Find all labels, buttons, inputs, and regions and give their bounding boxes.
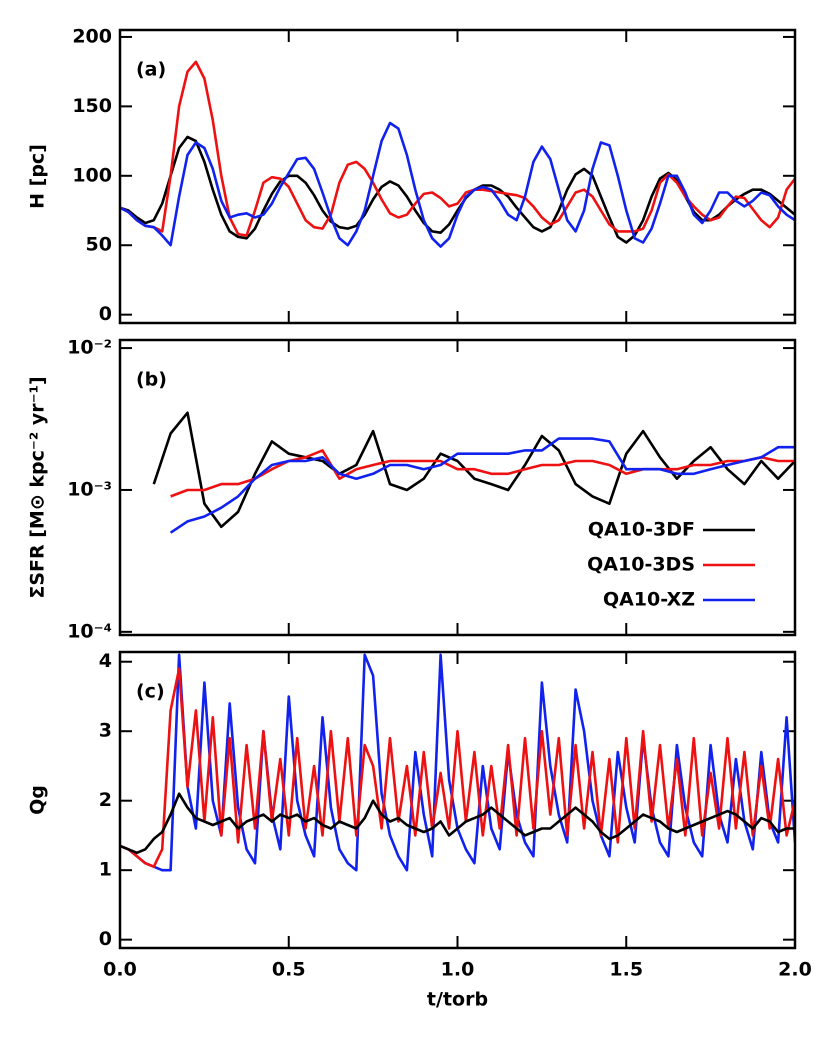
y-tick-label: 150	[72, 95, 112, 117]
y-axis-label: H [pc]	[27, 144, 49, 209]
series-line	[120, 653, 795, 872]
y-tick-label: 200	[72, 25, 112, 47]
legend-label: QA10-3DF	[588, 519, 695, 541]
y-tick-label: 50	[86, 234, 112, 256]
y-tick-label: 10⁻⁴	[67, 620, 112, 642]
plot-frame	[118, 338, 797, 637]
x-tick-label: 1.5	[609, 959, 643, 981]
series-line	[170, 449, 795, 498]
series-line	[169, 437, 795, 534]
y-tick-label: 3	[99, 720, 112, 742]
y-axis-label: ΣSFR [M⊙ kpc⁻² yr⁻¹]	[27, 376, 49, 598]
series-line	[120, 121, 795, 248]
y-tick-label: 100	[72, 164, 112, 186]
plot-frame	[118, 28, 797, 325]
y-tick-label: 2	[99, 789, 112, 811]
y-axis-label: Qg	[27, 785, 49, 815]
series-line	[120, 667, 795, 868]
panel-label: (b)	[136, 369, 167, 391]
panel-label: (a)	[136, 59, 166, 81]
y-tick-label: 1	[99, 859, 112, 881]
y-tick-label: 10⁻²	[67, 337, 112, 359]
plot-frame	[118, 650, 797, 950]
x-tick-label: 1.0	[441, 959, 475, 981]
x-axis-label: t/torb	[427, 989, 488, 1011]
panel-label: (c)	[136, 681, 165, 703]
x-tick-label: 0.5	[272, 959, 306, 981]
y-tick-label: 10⁻³	[67, 478, 112, 500]
x-tick-label: 2.0	[778, 959, 812, 981]
y-tick-label: 4	[99, 650, 112, 672]
y-tick-label: 0	[99, 928, 112, 950]
x-tick-label: 0.0	[103, 959, 137, 981]
series-line	[120, 60, 795, 237]
y-tick-label: 0	[99, 303, 112, 325]
legend-label: QA10-XZ	[603, 589, 695, 611]
series-line	[120, 135, 795, 244]
series-line	[120, 792, 795, 855]
legend-label: QA10-3DS	[587, 554, 695, 576]
